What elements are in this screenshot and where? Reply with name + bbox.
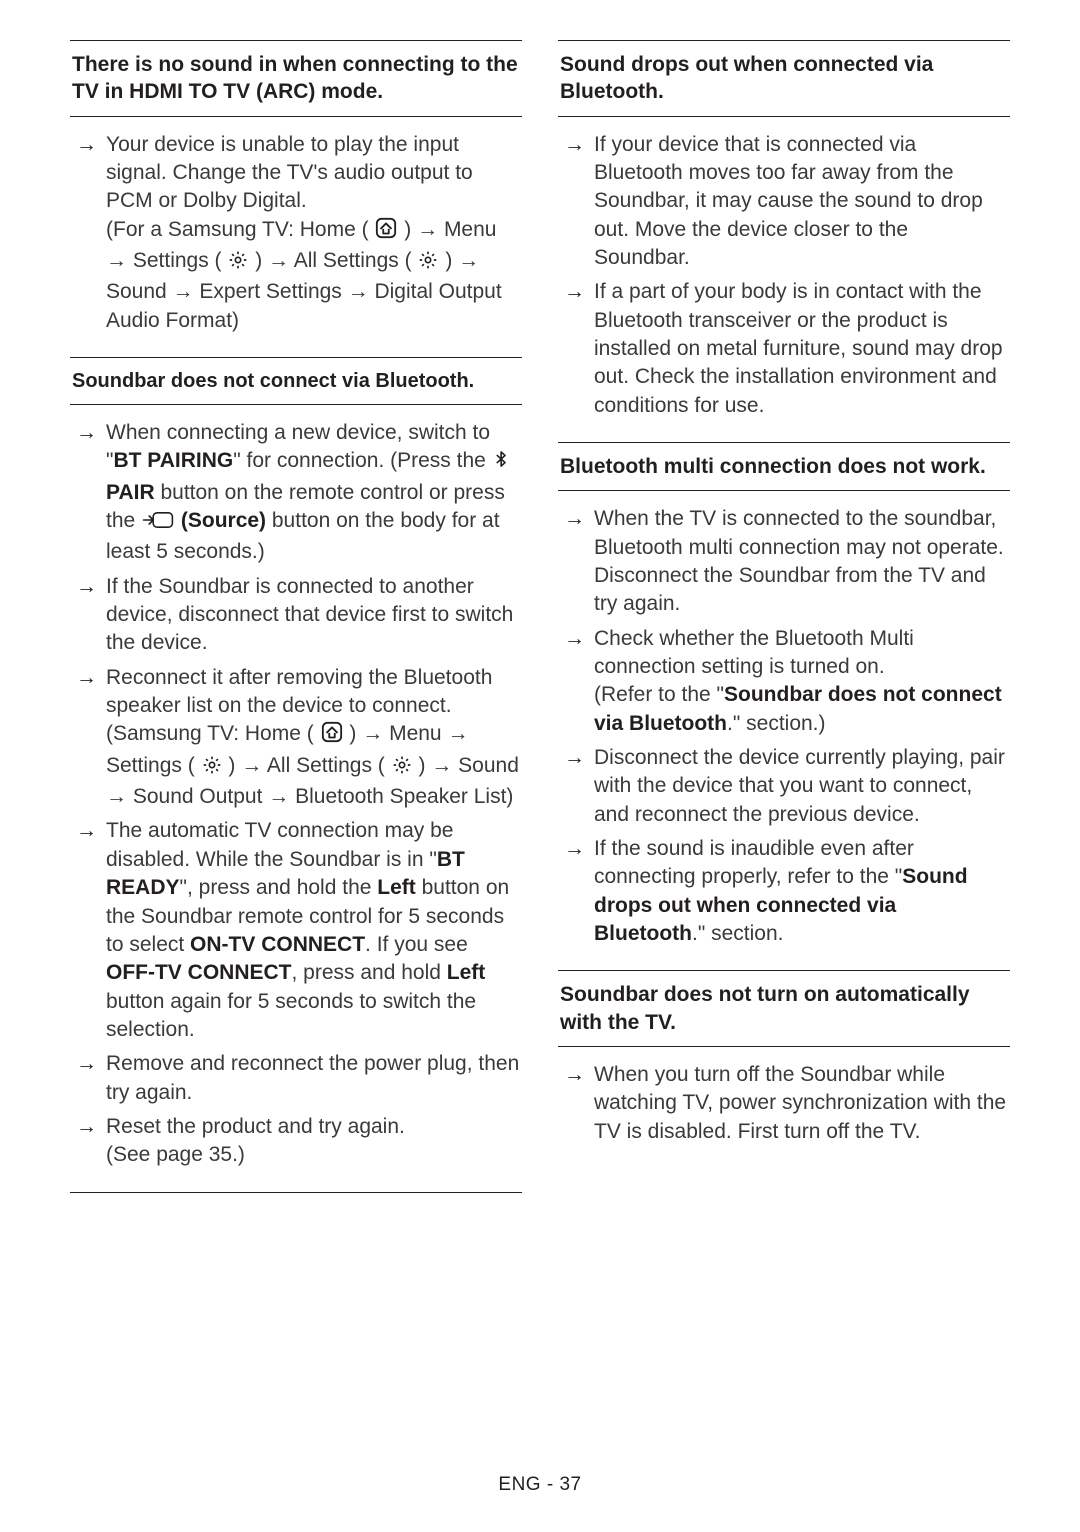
- section-title: Bluetooth multi connection does not work…: [558, 442, 1010, 491]
- section-title: Sound drops out when connected via Bluet…: [558, 40, 1010, 117]
- home-icon: [321, 721, 343, 751]
- body-text: If the Soundbar is connected to another …: [106, 575, 513, 655]
- body-text: (Samsung TV: Home (: [106, 722, 314, 745]
- right-column: Sound drops out when connected via Bluet…: [558, 40, 1010, 1193]
- list-item: Reconnect it after removing the Bluetoot…: [72, 664, 520, 812]
- bold-text: PAIR: [106, 481, 155, 504]
- gear-icon: [228, 250, 248, 278]
- bluetooth-icon: [493, 448, 510, 478]
- body-text: ." section.: [692, 922, 784, 945]
- list-item: Your device is unable to play the input …: [72, 131, 520, 335]
- list-item: If a part of your body is in contact wit…: [560, 278, 1008, 420]
- list-item: When the TV is connected to the soundbar…: [560, 505, 1008, 618]
- body-text: ) → All Settings (: [228, 754, 384, 777]
- list-item: Reset the product and try again. (See pa…: [72, 1113, 520, 1170]
- body-text: When the TV is connected to the soundbar…: [594, 507, 1004, 615]
- bold-text: ON-TV CONNECT: [190, 933, 365, 956]
- section-title: Soundbar does not turn on automatically …: [558, 970, 1010, 1047]
- list-item: Disconnect the device currently playing,…: [560, 744, 1008, 829]
- body-text: Disconnect the device currently playing,…: [594, 746, 1005, 826]
- section-title: Soundbar does not connect via Bluetooth.: [70, 357, 522, 405]
- gear-icon: [418, 250, 438, 278]
- section-title: There is no sound in when connecting to …: [70, 40, 522, 117]
- body-text: . If you see: [365, 933, 468, 956]
- body-text: Your device is unable to play the input …: [106, 133, 473, 213]
- body-text: If the sound is inaudible even after con…: [594, 837, 914, 888]
- page-footer: ENG - 37: [0, 1472, 1080, 1498]
- body-text: Check whether the Bluetooth Multi connec…: [594, 627, 914, 678]
- item-list: When the TV is connected to the soundbar…: [558, 505, 1010, 970]
- item-list: If your device that is connected via Blu…: [558, 131, 1010, 442]
- bold-text: Left: [447, 961, 486, 984]
- body-text: When you turn off the Soundbar while wat…: [594, 1063, 1006, 1143]
- home-icon: [375, 217, 397, 247]
- item-list: Your device is unable to play the input …: [70, 131, 522, 357]
- list-item: When connecting a new device, switch to …: [72, 419, 520, 567]
- gear-icon: [392, 755, 412, 783]
- body-text: button again for 5 seconds to switch the…: [106, 990, 476, 1041]
- body-text: If a part of your body is in contact wit…: [594, 280, 1003, 416]
- list-item: When you turn off the Soundbar while wat…: [560, 1061, 1008, 1146]
- body-text: Remove and reconnect the power plug, the…: [106, 1052, 519, 1103]
- bold-text: Left: [377, 876, 416, 899]
- body-text: (Refer to the ": [594, 683, 724, 706]
- body-text: Reconnect it after removing the Bluetoot…: [106, 666, 492, 717]
- item-list: When you turn off the Soundbar while wat…: [558, 1061, 1010, 1168]
- body-text: If your device that is connected via Blu…: [594, 133, 983, 269]
- body-text: , press and hold: [291, 961, 446, 984]
- list-item: Remove and reconnect the power plug, the…: [72, 1050, 520, 1107]
- body-text: ", press and hold the: [180, 876, 378, 899]
- body-text: (For a Samsung TV: Home (: [106, 218, 369, 241]
- source-icon: [142, 510, 174, 538]
- body-text: ) → All Settings (: [255, 249, 411, 272]
- item-list: When connecting a new device, switch to …: [70, 419, 522, 1193]
- list-item: If the sound is inaudible even after con…: [560, 835, 1008, 948]
- body-text: Reset the product and try again.: [106, 1115, 405, 1138]
- list-item: The automatic TV connection may be disab…: [72, 817, 520, 1044]
- left-column: There is no sound in when connecting to …: [70, 40, 522, 1193]
- body-text: The automatic TV connection may be disab…: [106, 819, 453, 870]
- list-item: If your device that is connected via Blu…: [560, 131, 1008, 273]
- bold-text: (Source): [175, 509, 266, 532]
- body-text: (See page 35.): [106, 1143, 245, 1166]
- body-text: " for connection. (Press the: [233, 449, 491, 472]
- bold-text: OFF-TV CONNECT: [106, 961, 291, 984]
- list-item: If the Soundbar is connected to another …: [72, 573, 520, 658]
- page-columns: There is no sound in when connecting to …: [70, 40, 1010, 1193]
- gear-icon: [202, 755, 222, 783]
- body-text: ." section.): [727, 712, 826, 735]
- bold-text: BT PAIRING: [113, 449, 233, 472]
- list-item: Check whether the Bluetooth Multi connec…: [560, 625, 1008, 738]
